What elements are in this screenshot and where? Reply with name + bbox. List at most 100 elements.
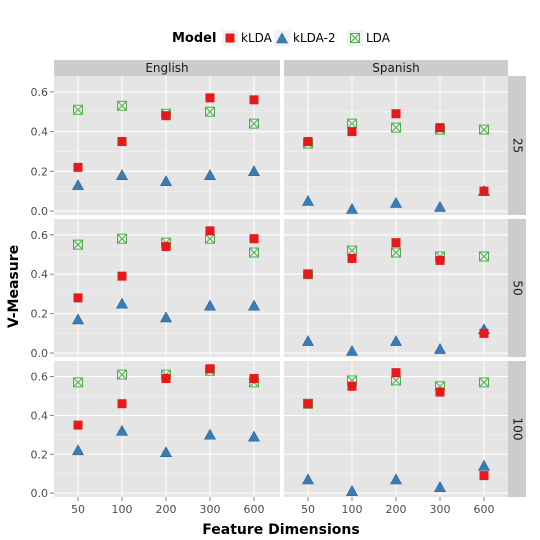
x-tick-label: 300 bbox=[430, 503, 451, 516]
y-tick-label: 0.4 bbox=[31, 268, 49, 281]
legend-entry-LDA: LDA bbox=[347, 30, 391, 46]
y-tick-label: 0.6 bbox=[31, 371, 49, 384]
kLDA-2-point bbox=[301, 473, 315, 485]
kLDA-point bbox=[249, 95, 259, 105]
kLDA-point bbox=[73, 293, 83, 303]
LDA-point bbox=[479, 377, 489, 388]
LDA-point bbox=[350, 33, 360, 43]
kLDA-point bbox=[347, 127, 357, 137]
kLDA-point bbox=[117, 399, 127, 409]
kLDA-point bbox=[161, 373, 171, 383]
kLDA-2-point bbox=[115, 297, 129, 309]
LDA-point bbox=[117, 369, 127, 380]
kLDA-2-point bbox=[301, 335, 315, 346]
col-strip-label: Spanish bbox=[372, 61, 419, 75]
kLDA-point bbox=[479, 186, 489, 196]
y-tick-label: 0.2 bbox=[31, 448, 49, 461]
kLDA-point bbox=[435, 387, 445, 397]
panel-english-50 bbox=[71, 226, 261, 325]
kLDA-2-point bbox=[71, 444, 85, 456]
kLDA-point bbox=[435, 123, 445, 133]
x-tick-label: 100 bbox=[342, 503, 363, 516]
kLDA-2-point bbox=[159, 446, 173, 458]
panel-spanish-25 bbox=[301, 109, 491, 214]
y-tick-label: 0.4 bbox=[31, 409, 49, 422]
kLDA-point bbox=[161, 111, 171, 121]
y-tick-label: 0.6 bbox=[31, 229, 49, 242]
row-strip-label: 50 bbox=[511, 280, 525, 295]
y-tick-label: 0.2 bbox=[31, 308, 49, 321]
panel-english-25 bbox=[71, 93, 261, 190]
panel-english-100 bbox=[71, 364, 261, 458]
LDA-point bbox=[249, 247, 259, 258]
LDA-point bbox=[73, 377, 83, 388]
kLDA-point bbox=[249, 373, 259, 383]
kLDA-point bbox=[225, 33, 235, 43]
panel-spanish-50 bbox=[301, 238, 491, 356]
col-strip-label: English bbox=[145, 61, 188, 75]
legend-entry-kLDA-2: kLDA-2 bbox=[274, 30, 336, 46]
kLDA-point bbox=[347, 253, 357, 263]
legend-label: kLDA-2 bbox=[293, 31, 336, 45]
kLDA-point bbox=[205, 226, 215, 236]
LDA-point bbox=[391, 122, 401, 133]
kLDA-point bbox=[73, 162, 83, 172]
LDA-point bbox=[117, 233, 127, 244]
kLDA-2-point bbox=[71, 179, 85, 190]
panel-background bbox=[54, 219, 280, 357]
kLDA-point bbox=[161, 242, 171, 252]
x-tick-label: 100 bbox=[112, 503, 133, 516]
kLDA-point bbox=[73, 420, 83, 430]
x-tick-label: 50 bbox=[301, 503, 315, 516]
y-axis-title: V-Measure bbox=[6, 245, 22, 328]
kLDA-point bbox=[303, 269, 313, 279]
row-strip-50 bbox=[508, 219, 526, 357]
kLDA-2-point bbox=[345, 202, 359, 214]
x-tick-label: 600 bbox=[474, 503, 495, 516]
LDA-point bbox=[249, 118, 259, 129]
kLDA-point bbox=[435, 255, 445, 265]
kLDA-point bbox=[347, 381, 357, 391]
x-tick-label: 600 bbox=[244, 503, 265, 516]
x-tick-label: 50 bbox=[71, 503, 85, 516]
col-strip-english bbox=[54, 60, 280, 76]
kLDA-point bbox=[249, 234, 259, 244]
legend-label: LDA bbox=[366, 31, 391, 45]
kLDA-2-point bbox=[389, 196, 403, 208]
kLDA-point bbox=[479, 471, 489, 481]
kLDA-2-point bbox=[433, 200, 447, 212]
y-tick-label: 0.6 bbox=[31, 86, 49, 99]
facet-panels: English Spanish 25 50 100 bbox=[54, 60, 526, 497]
kLDA-point bbox=[391, 368, 401, 378]
x-tick-label: 200 bbox=[156, 503, 177, 516]
LDA-point bbox=[73, 239, 83, 250]
kLDA-point bbox=[117, 271, 127, 281]
kLDA-point bbox=[205, 93, 215, 103]
kLDA-2-point bbox=[247, 165, 261, 177]
y-tick-label: 0.0 bbox=[31, 205, 49, 218]
panel-background bbox=[54, 76, 280, 215]
LDA-point bbox=[479, 251, 489, 262]
kLDA-2-point bbox=[345, 485, 359, 496]
kLDA-point bbox=[117, 137, 127, 147]
row-strip-label: 25 bbox=[511, 138, 525, 153]
legend: Model kLDA kLDA-2 LDA bbox=[172, 30, 391, 46]
legend-title: Model bbox=[172, 31, 216, 46]
LDA-point bbox=[205, 106, 215, 117]
kLDA-2-point bbox=[115, 169, 129, 180]
kLDA-point bbox=[205, 364, 215, 374]
kLDA-2-point bbox=[159, 311, 173, 323]
y-tick-label: 0.2 bbox=[31, 165, 49, 178]
kLDA-2-point bbox=[433, 342, 447, 354]
kLDA-2-point bbox=[433, 481, 447, 492]
kLDA-2-point bbox=[389, 473, 403, 485]
kLDA-2-point bbox=[159, 175, 173, 186]
panel-spanish-100 bbox=[301, 368, 491, 496]
kLDA-2-point bbox=[247, 430, 261, 442]
kLDA-2-point bbox=[247, 299, 261, 311]
panel-background bbox=[54, 361, 280, 497]
x-tick-label: 200 bbox=[386, 503, 407, 516]
kLDA-point bbox=[303, 137, 313, 147]
kLDA-2-point bbox=[345, 344, 359, 356]
